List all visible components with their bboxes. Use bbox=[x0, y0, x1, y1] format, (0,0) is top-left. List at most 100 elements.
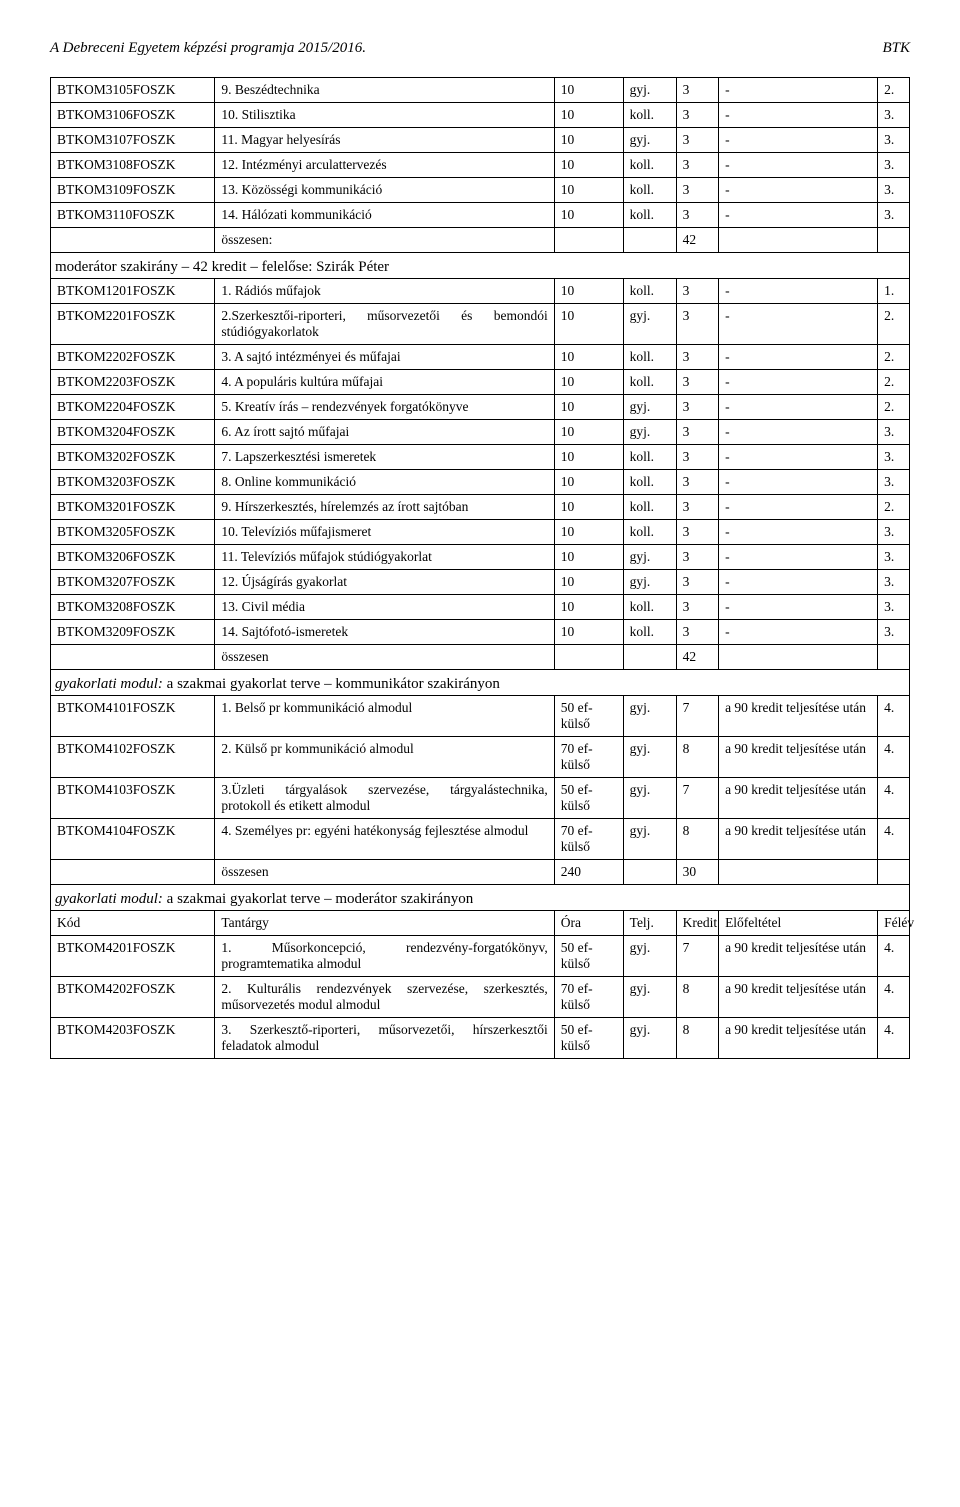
page-header: A Debreceni Egyetem képzési programja 20… bbox=[50, 40, 910, 57]
cell-prereq: - bbox=[719, 470, 878, 495]
table-row: BTKOM3105FOSZK9. Beszédtechnika10gyj.3-2… bbox=[51, 78, 910, 103]
cell-name: 9. Beszédtechnika bbox=[215, 78, 554, 103]
cell-prereq: - bbox=[719, 178, 878, 203]
cell-name: 8. Online kommunikáció bbox=[215, 470, 554, 495]
table-row: BTKOM2204FOSZK5. Kreatív írás – rendezvé… bbox=[51, 395, 910, 420]
cell-prereq: - bbox=[719, 103, 878, 128]
cell-credit: 3 bbox=[676, 203, 718, 228]
cell-type: gyj. bbox=[623, 395, 676, 420]
cell-credit: 7 bbox=[676, 696, 718, 737]
cell-sem: 3. bbox=[878, 470, 910, 495]
cell-total-credit: 30 bbox=[676, 860, 718, 885]
cell-sem: 2. bbox=[878, 495, 910, 520]
cell-credit: 8 bbox=[676, 819, 718, 860]
header-left: A Debreceni Egyetem képzési programja 20… bbox=[50, 40, 366, 57]
table-row: BTKOM3204FOSZK6. Az írott sajtó műfajai1… bbox=[51, 420, 910, 445]
curriculum-table: BTKOM3105FOSZK9. Beszédtechnika10gyj.3-2… bbox=[50, 77, 910, 1059]
cell-type: koll. bbox=[623, 153, 676, 178]
cell-prereq: - bbox=[719, 304, 878, 345]
cell-sem: 4. bbox=[878, 819, 910, 860]
cell-name: 3. Szerkesztő-riporteri, műsorvezetői, h… bbox=[215, 1018, 554, 1059]
header-credit: Kredit bbox=[676, 911, 718, 936]
cell-name: 2. Külső pr kommunikáció almodul bbox=[215, 737, 554, 778]
cell-type: gyj. bbox=[623, 545, 676, 570]
cell-code: BTKOM3205FOSZK bbox=[51, 520, 215, 545]
cell-hours: 10 bbox=[554, 445, 623, 470]
cell-name: 12. Intézményi arculattervezés bbox=[215, 153, 554, 178]
cell-hours: 10 bbox=[554, 279, 623, 304]
cell-hours: 10 bbox=[554, 78, 623, 103]
cell-name: 11. Televíziós műfajok stúdiógyakorlat bbox=[215, 545, 554, 570]
cell-hours: 10 bbox=[554, 420, 623, 445]
table-row: BTKOM4103FOSZK3.Üzleti tárgyalások szerv… bbox=[51, 778, 910, 819]
cell-hours: 10 bbox=[554, 495, 623, 520]
cell-empty bbox=[623, 860, 676, 885]
cell-type: koll. bbox=[623, 445, 676, 470]
cell-type: koll. bbox=[623, 620, 676, 645]
table-row: BTKOM3209FOSZK14. Sajtófotó-ismeretek10k… bbox=[51, 620, 910, 645]
cell-hours: 70 ef-külső bbox=[554, 819, 623, 860]
cell-code: BTKOM4203FOSZK bbox=[51, 1018, 215, 1059]
table-row: BTKOM3107FOSZK11. Magyar helyesírás10gyj… bbox=[51, 128, 910, 153]
cell-name: 14. Sajtófotó-ismeretek bbox=[215, 620, 554, 645]
cell-hours: 10 bbox=[554, 345, 623, 370]
cell-credit: 3 bbox=[676, 78, 718, 103]
cell-type: gyj. bbox=[623, 778, 676, 819]
cell-credit: 3 bbox=[676, 279, 718, 304]
cell-prereq: - bbox=[719, 595, 878, 620]
cell-code: BTKOM3106FOSZK bbox=[51, 103, 215, 128]
header-code: Kód bbox=[51, 911, 215, 936]
cell-code: BTKOM3110FOSZK bbox=[51, 203, 215, 228]
cell-credit: 3 bbox=[676, 595, 718, 620]
cell-code: BTKOM3108FOSZK bbox=[51, 153, 215, 178]
cell-type: gyj. bbox=[623, 977, 676, 1018]
cell-hours: 70 ef-külső bbox=[554, 977, 623, 1018]
cell-sem: 3. bbox=[878, 153, 910, 178]
cell-type: koll. bbox=[623, 370, 676, 395]
cell-name: 1. Belső pr kommunikáció almodul bbox=[215, 696, 554, 737]
header-right: BTK bbox=[882, 40, 910, 57]
cell-code: BTKOM4103FOSZK bbox=[51, 778, 215, 819]
header-sem: Félév bbox=[878, 911, 910, 936]
table-row: BTKOM4101FOSZK1. Belső pr kommunikáció a… bbox=[51, 696, 910, 737]
cell-hours: 50 ef-külső bbox=[554, 1018, 623, 1059]
cell-credit: 3 bbox=[676, 395, 718, 420]
cell-code: BTKOM4101FOSZK bbox=[51, 696, 215, 737]
cell-name: 12. Újságírás gyakorlat bbox=[215, 570, 554, 595]
cell-sem: 3. bbox=[878, 203, 910, 228]
cell-prereq: a 90 kredit teljesítése után bbox=[719, 737, 878, 778]
cell-credit: 8 bbox=[676, 977, 718, 1018]
cell-name: 1. Műsorkoncepció, rendezvény-forgatókön… bbox=[215, 936, 554, 977]
cell-prereq: a 90 kredit teljesítése után bbox=[719, 1018, 878, 1059]
cell-total-value: 42 bbox=[676, 228, 718, 253]
cell-prereq: - bbox=[719, 420, 878, 445]
cell-prereq: - bbox=[719, 345, 878, 370]
table-row: BTKOM3207FOSZK12. Újságírás gyakorlat10g… bbox=[51, 570, 910, 595]
cell-empty bbox=[623, 645, 676, 670]
table-row: BTKOM3106FOSZK10. Stilisztika10koll.3-3. bbox=[51, 103, 910, 128]
section-heading: moderátor szakirány – 42 kredit – felelő… bbox=[51, 253, 910, 279]
section-heading-cell: moderátor szakirány – 42 kredit – felelő… bbox=[51, 253, 910, 279]
table-row: BTKOM3203FOSZK8. Online kommunikáció10ko… bbox=[51, 470, 910, 495]
cell-hours: 10 bbox=[554, 570, 623, 595]
cell-type: koll. bbox=[623, 470, 676, 495]
cell-code: BTKOM2201FOSZK bbox=[51, 304, 215, 345]
cell-sem: 3. bbox=[878, 545, 910, 570]
cell-code: BTKOM3202FOSZK bbox=[51, 445, 215, 470]
cell-code: BTKOM3207FOSZK bbox=[51, 570, 215, 595]
cell-prereq: - bbox=[719, 395, 878, 420]
cell-total-hours: 240 bbox=[554, 860, 623, 885]
cell-prereq: - bbox=[719, 495, 878, 520]
cell-prereq: - bbox=[719, 153, 878, 178]
cell-credit: 7 bbox=[676, 778, 718, 819]
cell-empty bbox=[51, 645, 215, 670]
total-row: összesen42 bbox=[51, 645, 910, 670]
cell-code: BTKOM3201FOSZK bbox=[51, 495, 215, 520]
cell-sem: 3. bbox=[878, 595, 910, 620]
cell-name: 4. Személyes pr: egyéni hatékonyság fejl… bbox=[215, 819, 554, 860]
cell-type: gyj. bbox=[623, 128, 676, 153]
cell-code: BTKOM3105FOSZK bbox=[51, 78, 215, 103]
table-row: BTKOM3206FOSZK11. Televíziós műfajok stú… bbox=[51, 545, 910, 570]
cell-credit: 3 bbox=[676, 545, 718, 570]
cell-sem: 3. bbox=[878, 178, 910, 203]
